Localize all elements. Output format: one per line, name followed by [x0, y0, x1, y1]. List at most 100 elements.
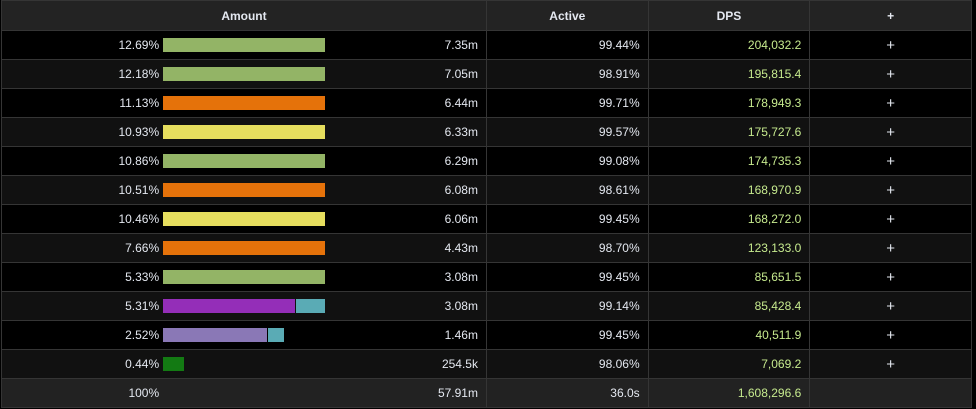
add-column-button[interactable]: + [809, 0, 972, 31]
bar-segment [163, 357, 185, 371]
bar-segment [163, 241, 325, 255]
amount-cell: 6.08m [324, 175, 487, 205]
active-cell: 99.45% [485, 320, 649, 350]
dps-cell: 168,970.9 [647, 175, 811, 205]
bar-segment [163, 96, 325, 110]
percent-cell: 12.18% [1, 59, 164, 89]
expand-row-button[interactable]: + [809, 291, 972, 321]
percent-cell: 12.69% [1, 30, 164, 60]
table-row[interactable]: 10.46% 6.06m 99.45% 168,272.0 + [1, 204, 972, 234]
bar-cell [163, 59, 325, 89]
bar-cell [163, 146, 325, 176]
amount-bar [163, 154, 325, 168]
amount-bar [163, 241, 325, 255]
table-row[interactable]: 12.69% 7.35m 99.44% 204,032.2 + [1, 30, 972, 60]
expand-row-button[interactable]: + [809, 30, 972, 60]
table-row[interactable]: 10.86% 6.29m 99.08% 174,735.3 + [1, 146, 972, 176]
expand-row-button[interactable]: + [809, 262, 972, 292]
expand-row-button[interactable]: + [809, 59, 972, 89]
amount-bar [163, 270, 325, 284]
total-plus-cell [809, 378, 972, 408]
expand-row-button[interactable]: + [809, 175, 972, 205]
total-dps: 1,608,296.6 [647, 378, 811, 408]
dps-cell: 123,133.0 [647, 233, 811, 263]
table-row[interactable]: 10.51% 6.08m 98.61% 168,970.9 + [1, 175, 972, 205]
amount-cell: 6.06m [324, 204, 487, 234]
amount-bar [163, 212, 325, 226]
active-cell: 99.45% [485, 262, 649, 292]
percent-cell: 5.33% [1, 262, 164, 292]
bar-segment [163, 270, 325, 284]
dps-header[interactable]: DPS [647, 0, 811, 31]
bar-cell [163, 349, 325, 379]
percent-cell: 7.66% [1, 233, 164, 263]
table-row[interactable]: 5.33% 3.08m 99.45% 85,651.5 + [1, 262, 972, 292]
amount-cell: 4.43m [324, 233, 487, 263]
percent-cell: 10.93% [1, 117, 164, 147]
active-cell: 98.06% [485, 349, 649, 379]
active-header[interactable]: Active [485, 0, 649, 31]
expand-row-button[interactable]: + [809, 320, 972, 350]
dps-cell: 168,272.0 [647, 204, 811, 234]
amount-cell: 6.33m [324, 117, 487, 147]
table-row[interactable]: 11.13% 6.44m 99.71% 178,949.3 + [1, 88, 972, 118]
amount-cell: 1.46m [324, 320, 487, 350]
dps-cell: 85,428.4 [647, 291, 811, 321]
bar-cell [163, 320, 325, 350]
percent-cell: 10.46% [1, 204, 164, 234]
expand-row-button[interactable]: + [809, 233, 972, 263]
amount-cell: 3.08m [324, 262, 487, 292]
bar-segment [295, 299, 325, 313]
percent-cell: 5.31% [1, 291, 164, 321]
bar-cell [163, 175, 325, 205]
bar-cell [163, 88, 325, 118]
expand-row-button[interactable]: + [809, 204, 972, 234]
dps-cell: 195,815.4 [647, 59, 811, 89]
amount-bar [163, 357, 325, 371]
bar-segment [163, 125, 325, 139]
amount-bar [163, 67, 325, 81]
amount-bar [163, 183, 325, 197]
active-cell: 99.71% [485, 88, 649, 118]
table-row[interactable]: 10.93% 6.33m 99.57% 175,727.6 + [1, 117, 972, 147]
percent-cell: 10.86% [1, 146, 164, 176]
active-cell: 98.61% [485, 175, 649, 205]
table-row[interactable]: 12.18% 7.05m 98.91% 195,815.4 + [1, 59, 972, 89]
expand-row-button[interactable]: + [809, 117, 972, 147]
dps-cell: 7,069.2 [647, 349, 811, 379]
table-row[interactable]: 7.66% 4.43m 98.70% 123,133.0 + [1, 233, 972, 263]
active-cell: 99.14% [485, 291, 649, 321]
expand-row-button[interactable]: + [809, 349, 972, 379]
bar-segment [163, 154, 325, 168]
bar-segment [163, 299, 295, 313]
bar-segment [163, 212, 325, 226]
bar-segment [163, 328, 268, 342]
expand-row-button[interactable]: + [809, 146, 972, 176]
bar-cell [163, 291, 325, 321]
amount-bar [163, 125, 325, 139]
amount-header[interactable]: Amount [1, 0, 487, 31]
table-row[interactable]: 5.31% 3.08m 99.14% 85,428.4 + [1, 291, 972, 321]
bar-cell [163, 30, 325, 60]
bar-cell [163, 233, 325, 263]
bar-segment [163, 183, 325, 197]
dps-cell: 174,735.3 [647, 146, 811, 176]
percent-cell: 11.13% [1, 88, 164, 118]
amount-cell: 254.5k [324, 349, 487, 379]
total-amount: 57.91m [324, 378, 487, 408]
percent-cell: 0.44% [1, 349, 164, 379]
amount-bar [163, 328, 325, 342]
table-row[interactable]: 2.52% 1.46m 99.45% 40,511.9 + [1, 320, 972, 350]
active-cell: 99.57% [485, 117, 649, 147]
bar-cell [163, 117, 325, 147]
expand-row-button[interactable]: + [809, 88, 972, 118]
amount-bar [163, 96, 325, 110]
active-cell: 98.91% [485, 59, 649, 89]
table-row[interactable]: 0.44% 254.5k 98.06% 7,069.2 + [1, 349, 972, 379]
dps-cell: 40,511.9 [647, 320, 811, 350]
active-cell: 98.70% [485, 233, 649, 263]
amount-cell: 7.05m [324, 59, 487, 89]
dps-cell: 204,032.2 [647, 30, 811, 60]
total-active: 36.0s [485, 378, 649, 408]
